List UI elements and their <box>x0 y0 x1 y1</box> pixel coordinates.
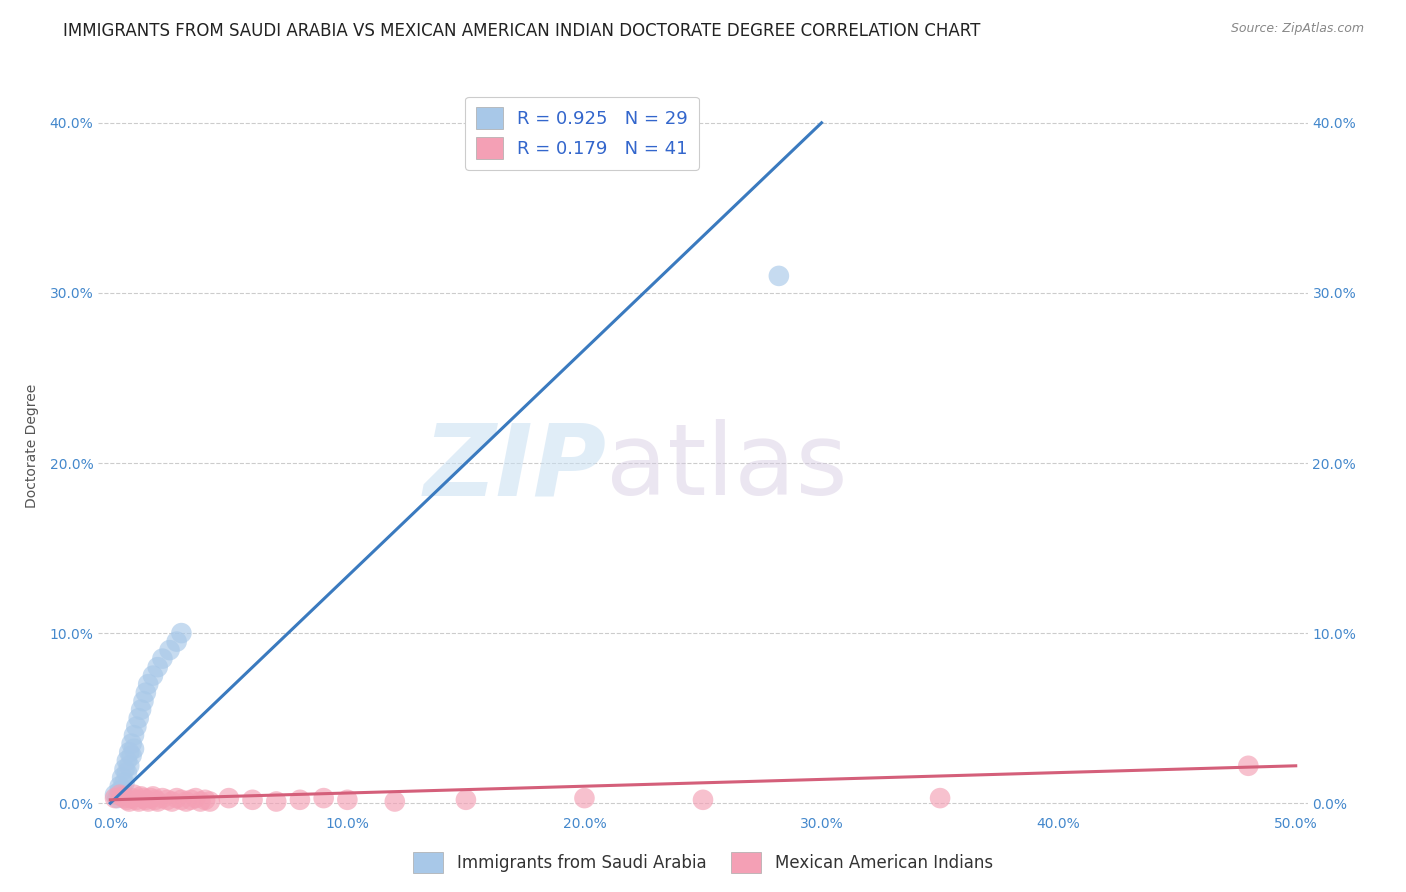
Legend: Immigrants from Saudi Arabia, Mexican American Indians: Immigrants from Saudi Arabia, Mexican Am… <box>406 846 1000 880</box>
Point <box>104 791 127 805</box>
Point <box>114 776 136 790</box>
Point <box>121 737 143 751</box>
Point <box>129 789 152 804</box>
Point <box>768 268 790 283</box>
Text: Source: ZipAtlas.com: Source: ZipAtlas.com <box>1230 22 1364 36</box>
Point <box>384 795 406 809</box>
Point <box>159 643 181 657</box>
Point <box>128 795 150 809</box>
Point <box>142 668 165 682</box>
Point <box>156 793 179 807</box>
Legend: R = 0.925   N = 29, R = 0.179   N = 41: R = 0.925 N = 29, R = 0.179 N = 41 <box>465 96 699 169</box>
Point <box>114 791 136 805</box>
Point <box>190 795 212 809</box>
Point <box>118 759 141 773</box>
Point <box>146 660 169 674</box>
Point <box>242 793 264 807</box>
Point <box>111 782 134 797</box>
Point <box>122 741 145 756</box>
Point <box>174 795 197 809</box>
Point <box>218 791 240 805</box>
Point <box>111 789 134 804</box>
Point <box>135 686 157 700</box>
Point <box>152 651 174 665</box>
Point <box>136 677 159 691</box>
Point <box>125 720 148 734</box>
Point <box>114 762 136 776</box>
Point <box>108 788 131 802</box>
Point <box>152 791 174 805</box>
Point <box>692 793 714 807</box>
Point <box>115 765 138 780</box>
Point <box>198 795 221 809</box>
Point <box>128 711 150 725</box>
Point <box>574 791 596 805</box>
Point <box>170 626 193 640</box>
Point <box>264 795 287 809</box>
Point <box>135 793 157 807</box>
Point <box>142 789 165 804</box>
Point <box>118 745 141 759</box>
Point <box>115 793 138 807</box>
Point <box>146 795 169 809</box>
Point <box>115 754 138 768</box>
Point <box>122 728 145 742</box>
Point <box>1237 759 1260 773</box>
Point <box>184 791 207 805</box>
Point <box>105 791 128 805</box>
Point <box>336 793 359 807</box>
Point <box>160 795 183 809</box>
Point <box>111 771 134 785</box>
Y-axis label: Doctorate Degree: Doctorate Degree <box>24 384 38 508</box>
Point <box>288 793 311 807</box>
Point <box>108 784 131 798</box>
Point <box>166 791 188 805</box>
Text: IMMIGRANTS FROM SAUDI ARABIA VS MEXICAN AMERICAN INDIAN DOCTORATE DEGREE CORRELA: IMMIGRANTS FROM SAUDI ARABIA VS MEXICAN … <box>63 22 980 40</box>
Point <box>194 793 217 807</box>
Point <box>166 634 188 648</box>
Point <box>180 793 202 807</box>
Text: ZIP: ZIP <box>423 419 606 516</box>
Text: atlas: atlas <box>606 419 848 516</box>
Point <box>132 791 155 805</box>
Point <box>312 791 335 805</box>
Point <box>136 795 159 809</box>
Point <box>108 779 131 793</box>
Point <box>170 793 193 807</box>
Point <box>454 793 477 807</box>
Point <box>104 788 127 802</box>
Point <box>143 793 166 807</box>
Point <box>139 791 162 805</box>
Point <box>132 694 155 708</box>
Point <box>929 791 952 805</box>
Point <box>129 703 152 717</box>
Point <box>121 791 143 805</box>
Point <box>118 795 141 809</box>
Point <box>125 793 148 807</box>
Point <box>121 748 143 763</box>
Point <box>122 788 145 802</box>
